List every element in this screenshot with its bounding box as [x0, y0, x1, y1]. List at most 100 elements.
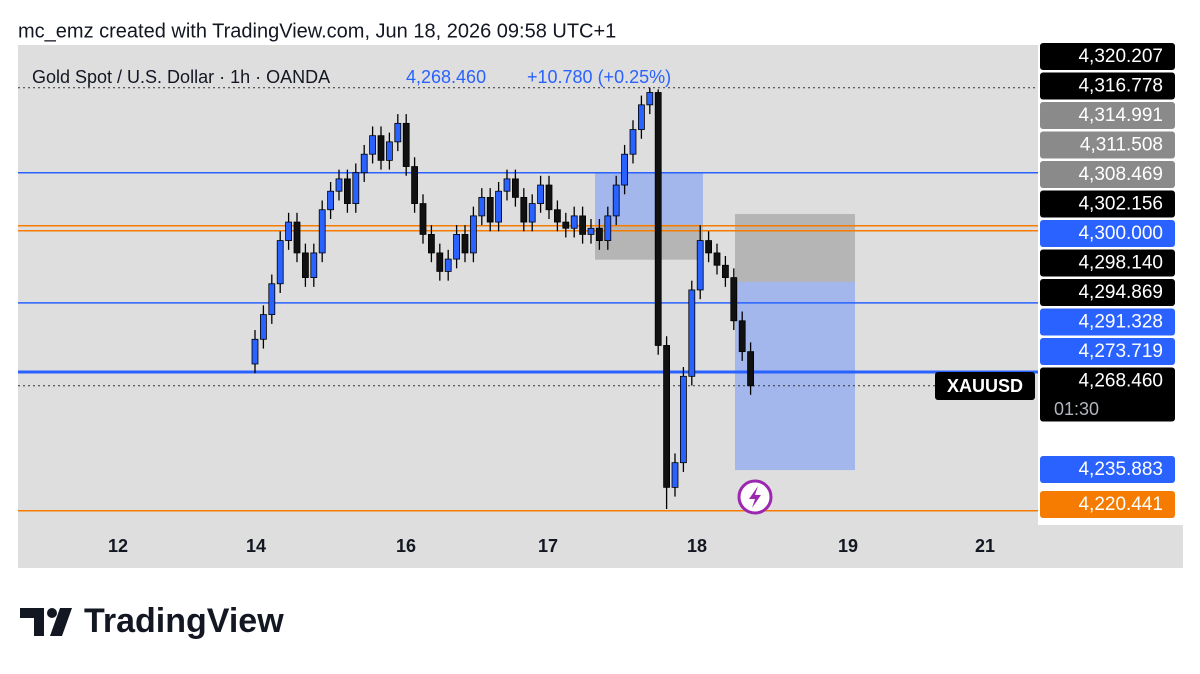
- price-label: 4,294.869: [1078, 282, 1163, 303]
- candle-body: [545, 184, 553, 211]
- candle-body: [528, 203, 536, 223]
- candle-body: [419, 203, 427, 235]
- candle-body: [310, 252, 318, 278]
- price-label: 4,320.207: [1078, 46, 1163, 67]
- price-label: 4,273.719: [1078, 341, 1163, 362]
- candle-body: [461, 234, 469, 254]
- alert-icon[interactable]: [737, 479, 773, 515]
- candle-body: [453, 234, 461, 260]
- price-label-bg: [1040, 43, 1175, 70]
- price-label: 4,291.328: [1078, 312, 1163, 333]
- candle-body: [579, 215, 586, 235]
- candle-body: [285, 221, 293, 241]
- candle-body: [520, 196, 528, 223]
- candle-body: [612, 184, 620, 217]
- price-label-bg: [1040, 338, 1175, 365]
- candle-body: [638, 104, 645, 130]
- candle-body: [512, 178, 519, 198]
- candle-body: [663, 345, 670, 488]
- candle-body: [427, 234, 435, 254]
- symbol-tag-bg: [935, 372, 1035, 400]
- candle-body: [276, 240, 284, 285]
- price-label: 4,235.883: [1078, 459, 1163, 480]
- candle-body: [646, 92, 654, 106]
- candle-body: [705, 240, 712, 254]
- position-zone: [735, 281, 855, 471]
- candle-body: [478, 196, 486, 217]
- candle-body: [352, 172, 360, 204]
- price-label-bg: [1040, 131, 1175, 159]
- candle-body: [503, 178, 511, 192]
- candle-body: [696, 240, 704, 291]
- position-zone: [735, 214, 855, 282]
- price-label: 4,311.508: [1080, 135, 1163, 156]
- candle-body: [318, 209, 326, 254]
- candle-body: [738, 320, 746, 353]
- candle-body: [436, 252, 444, 272]
- candle-body: [713, 252, 721, 266]
- price-label-bg: [1040, 72, 1175, 100]
- candle-body: [251, 338, 259, 365]
- candle-body: [444, 258, 452, 272]
- candle-body: [604, 215, 612, 241]
- candle-body: [629, 129, 637, 155]
- candle-body: [411, 166, 419, 204]
- x-tick-label: 12: [108, 536, 128, 556]
- candle-body: [671, 462, 679, 488]
- price-label: 4,268.460: [1078, 371, 1163, 392]
- candle-body: [486, 196, 494, 223]
- symbol-tag: XAUUSD: [947, 376, 1023, 396]
- candle-body: [377, 135, 385, 161]
- chart-background: [18, 45, 1183, 568]
- price-label-bg: [1040, 279, 1175, 306]
- candle-body: [394, 122, 402, 143]
- chart-title: Gold Spot / U.S. Dollar · 1h · OANDA: [32, 67, 330, 87]
- price-label: 4,308.469: [1078, 164, 1163, 185]
- candle-body: [268, 283, 276, 316]
- candle-body: [730, 277, 738, 322]
- candle-body: [562, 221, 570, 229]
- candle-body: [688, 289, 696, 377]
- candle-body: [554, 209, 561, 223]
- price-label-bg: [1040, 491, 1175, 518]
- price-label-bg: [1040, 190, 1175, 218]
- price-label-bg: [1040, 456, 1175, 483]
- position-zone: [595, 172, 703, 225]
- price-change: +10.780 (+0.25%): [527, 67, 671, 87]
- candle-body: [402, 122, 410, 167]
- x-tick-label: 18: [687, 536, 707, 556]
- x-tick-label: 14: [246, 536, 266, 556]
- last-price: 4,268.460: [406, 67, 486, 87]
- candle-body: [360, 153, 368, 174]
- price-label: 4,298.140: [1078, 253, 1163, 274]
- candle-body: [596, 227, 603, 241]
- position-zone: [595, 224, 703, 260]
- candle-body: [747, 351, 754, 387]
- candle-body: [301, 252, 309, 278]
- price-label: 4,316.778: [1078, 76, 1163, 97]
- candle-body: [259, 314, 267, 340]
- candle-body: [335, 178, 343, 192]
- x-tick-label: 16: [396, 536, 416, 556]
- x-tick-label: 17: [538, 536, 558, 556]
- candle-body: [537, 184, 544, 204]
- header: mc_emz created with TradingView.com, Jun…: [18, 20, 616, 42]
- candle-body: [654, 92, 662, 346]
- candle-body: [621, 153, 628, 186]
- price-label-bg: [1040, 161, 1175, 188]
- logo: [20, 608, 72, 636]
- price-label-bg: [1040, 220, 1175, 247]
- price-label: 4,302.156: [1078, 194, 1163, 215]
- price-label-bg: [1040, 367, 1175, 422]
- candle-body: [385, 141, 393, 161]
- price-label: 4,220.441: [1078, 494, 1163, 515]
- candle-body: [587, 227, 595, 235]
- candle-body: [343, 178, 351, 204]
- candle-body: [722, 264, 729, 278]
- x-tick-label: 21: [975, 536, 995, 556]
- price-label: 4,300.000: [1078, 223, 1163, 244]
- candle-body: [293, 221, 301, 254]
- candle-body: [570, 215, 578, 229]
- price-label-bg: [1040, 308, 1175, 336]
